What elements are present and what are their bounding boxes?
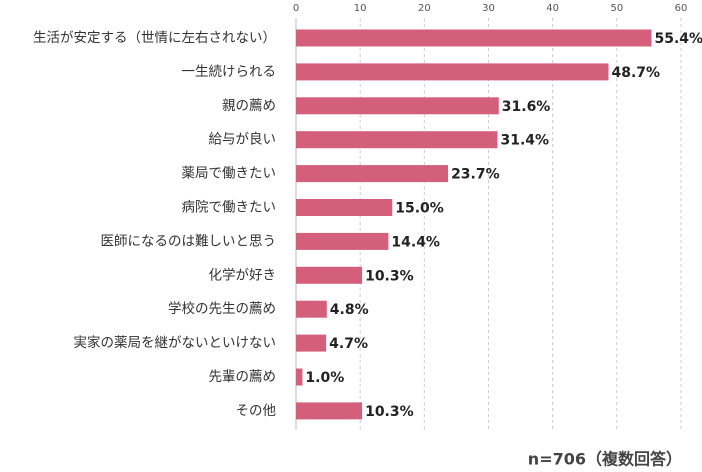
value-label: 48.7% [611, 65, 660, 81]
y-tick-label: 薬局で働きたい [182, 166, 277, 182]
bar [296, 232, 389, 250]
y-tick-label: 先輩の薦め [209, 369, 277, 385]
bar [296, 63, 609, 81]
y-tick-label: 給与が良い [209, 132, 277, 148]
y-tick-label: その他 [236, 403, 277, 419]
y-tick-label: 化学が好き [209, 267, 277, 283]
x-tick-label: 10 [354, 3, 367, 14]
value-label: 4.7% [329, 336, 368, 352]
x-tick-label: 50 [610, 3, 623, 14]
value-label: 55.4% [654, 31, 702, 47]
value-label: 15.0% [395, 201, 444, 217]
y-tick-label: 生活が安定する（世情に左右されない） [33, 30, 276, 46]
y-tick-label: 医師になるのは難しいと思う [101, 233, 277, 249]
bar [296, 131, 498, 149]
y-tick-label: 親の薦め [222, 98, 276, 114]
y-tick-label: 病院で働きたい [182, 200, 277, 216]
value-label: 1.0% [305, 370, 344, 386]
value-label: 10.3% [365, 404, 414, 420]
x-tick-label: 40 [546, 3, 559, 14]
value-label: 31.4% [500, 133, 549, 149]
value-label: 10.3% [365, 268, 414, 284]
bar [296, 29, 652, 47]
y-tick-label: 一生続けられる [182, 64, 277, 80]
x-tick-label: 60 [675, 3, 688, 14]
bar [296, 165, 449, 183]
bar [296, 97, 499, 115]
bar [296, 300, 327, 318]
value-label: 23.7% [451, 167, 500, 183]
value-label: 14.4% [391, 234, 440, 250]
bar [296, 266, 363, 284]
value-label: 4.8% [330, 302, 369, 318]
value-label: 31.6% [502, 99, 551, 115]
annotation: n=706（複数回答） [528, 450, 682, 469]
bar [296, 368, 303, 386]
x-tick-label: 30 [482, 3, 495, 14]
y-tick-label: 実家の薬局を継がないといけない [74, 334, 277, 351]
y-tick-label: 学校の先生の薦め [168, 300, 276, 317]
x-tick-label: 0 [293, 3, 299, 14]
bar [296, 199, 393, 216]
x-tick-label: 20 [418, 3, 431, 14]
bar [296, 334, 327, 352]
bar [296, 402, 363, 420]
